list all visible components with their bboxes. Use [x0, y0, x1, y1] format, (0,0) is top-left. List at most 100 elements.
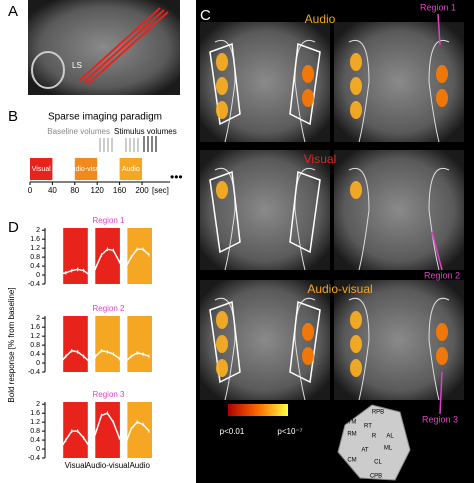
activation — [350, 77, 362, 95]
panel-a-image — [28, 0, 180, 95]
area-label: RPB — [372, 410, 384, 416]
legend-label: Stimulus volumes — [114, 127, 177, 136]
area-label: R — [372, 434, 377, 440]
stimulus-block — [63, 402, 88, 458]
tick-label: 80 — [70, 186, 79, 195]
condition-label: Audio-visual — [307, 282, 372, 296]
activation — [216, 77, 228, 95]
activation — [350, 359, 362, 377]
region-label: Region 2 — [424, 270, 460, 280]
activation — [436, 89, 448, 107]
activation — [350, 101, 362, 119]
activation — [216, 53, 228, 71]
y-tick-label: 0.8 — [30, 428, 40, 435]
y-tick-label: -0.4 — [28, 455, 40, 462]
block-label: Audio — [122, 166, 140, 173]
stimulus-block — [119, 158, 142, 180]
line — [47, 349, 150, 364]
y-tick-label: 1.6 — [30, 410, 40, 417]
tick-label: 200 — [135, 186, 149, 195]
brain-outline — [214, 39, 316, 143]
stimulus-block — [74, 158, 98, 180]
area-label: RM — [347, 432, 356, 438]
colorbar-label: p<0.01 — [220, 427, 245, 436]
activation — [436, 347, 448, 365]
y-tick-label: 2 — [36, 401, 40, 408]
area-label: AL — [386, 434, 394, 440]
tick-label: 40 — [48, 186, 57, 195]
y-tick-label: -0.4 — [28, 369, 40, 376]
roi-grid — [209, 170, 321, 254]
brain-outline — [348, 297, 450, 401]
area-label: CM — [347, 458, 356, 464]
activation — [302, 323, 314, 341]
stimulus-block — [63, 316, 88, 372]
arrow — [437, 13, 441, 46]
panel-label: D — [8, 219, 19, 236]
x-tick-label: Visual — [65, 461, 87, 470]
line — [47, 412, 150, 450]
region-label: Region 1 — [420, 2, 456, 12]
x-tick-label: Audio-visual — [86, 461, 130, 470]
stimulus-block — [63, 228, 88, 284]
area-label: CPB — [370, 474, 382, 480]
arrow — [431, 231, 443, 271]
y-tick-label: 0 — [36, 446, 40, 453]
panel-label: A — [8, 3, 18, 20]
chart-title: Region 2 — [92, 304, 125, 313]
activation — [436, 65, 448, 83]
panel-label: B — [8, 108, 18, 125]
volume-marks — [143, 136, 157, 152]
activation — [436, 323, 448, 341]
legend-label: Baseline volumes — [47, 127, 110, 136]
arrow — [439, 371, 443, 415]
y-tick-label: 0.4 — [30, 351, 40, 358]
tick-label: 160 — [113, 186, 127, 195]
tick-label: 0 — [28, 186, 33, 195]
activation — [216, 101, 228, 119]
condition-label: Audio — [305, 12, 336, 26]
activation — [350, 181, 362, 199]
activation — [216, 311, 228, 329]
y-tick-label: 1.2 — [30, 419, 40, 426]
annotation: LS — [72, 61, 82, 70]
panel-label: C — [200, 7, 211, 24]
eye-outline — [31, 51, 65, 89]
brain-outline — [348, 167, 450, 271]
y-tick-label: 0.4 — [30, 437, 40, 444]
axis-unit: [sec] — [152, 186, 169, 195]
y-tick-label: 2 — [36, 315, 40, 322]
brain-outline — [214, 167, 316, 271]
brain-outline — [214, 297, 316, 401]
region-label: Region 3 — [422, 414, 458, 424]
y-tick-label: 1.2 — [30, 245, 40, 252]
mri-image — [200, 150, 330, 270]
y-tick-label: 0 — [36, 272, 40, 279]
y-tick-label: -0.4 — [28, 281, 40, 288]
y-tick-label: 2 — [36, 227, 40, 234]
area-label: AT — [361, 448, 369, 454]
area-label: RT — [364, 424, 372, 430]
volume-marks — [99, 138, 139, 152]
colorbar — [228, 404, 288, 416]
panel-title: Sparse imaging paradigm — [48, 112, 162, 123]
activation — [216, 181, 228, 199]
block-label: Visual — [32, 166, 51, 173]
y-tick-label: 0.8 — [30, 342, 40, 349]
chart-title: Region 1 — [92, 216, 125, 225]
activation — [302, 347, 314, 365]
activation — [350, 311, 362, 329]
area-label: RTM — [344, 420, 357, 426]
y-tick-label: 1.6 — [30, 324, 40, 331]
y-tick-label: 0.8 — [30, 254, 40, 261]
activation — [350, 53, 362, 71]
condition-label: Visual — [304, 152, 336, 166]
activation — [216, 359, 228, 377]
line — [47, 248, 150, 277]
tick-label: 120 — [91, 186, 105, 195]
activation — [302, 65, 314, 83]
y-tick-label: 1.6 — [30, 236, 40, 243]
y-tick-label: 1.2 — [30, 333, 40, 340]
stimulus-block — [30, 158, 53, 180]
